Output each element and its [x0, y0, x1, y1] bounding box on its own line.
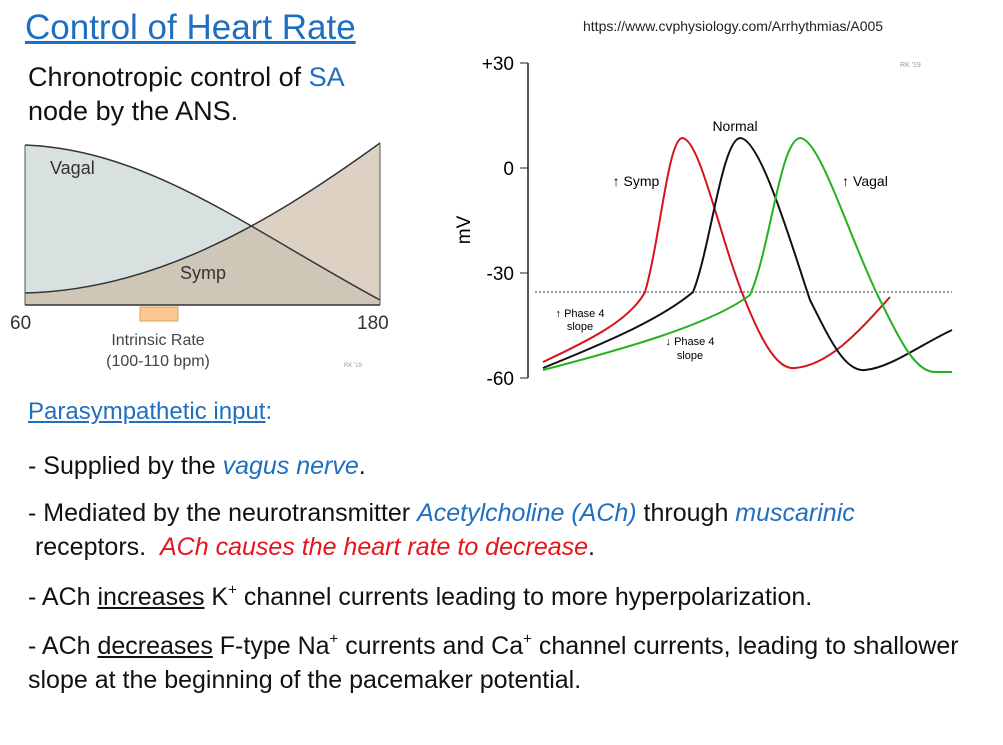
superscript: + — [228, 581, 237, 599]
vagal-trace — [542, 136, 952, 373]
emphasis: ACh causes the heart rate to decrease — [160, 533, 589, 561]
y-axis-label: mV — [454, 215, 475, 244]
symp-trace — [542, 136, 891, 370]
phase4-down: slope — [677, 350, 703, 362]
vagal-trace-label: ↑ Vagal — [842, 173, 888, 189]
symp-curve — [24, 142, 381, 294]
vagal-curve — [24, 144, 381, 301]
superscript: + — [523, 630, 532, 648]
credit: RK '19 — [900, 62, 921, 69]
tick-label: +30 — [482, 54, 514, 75]
text: - ACh — [28, 632, 98, 660]
text: K — [204, 583, 229, 611]
emphasis: vagus nerve — [222, 452, 359, 480]
vagal-label: Vagal — [50, 158, 95, 178]
intrinsic-range: (100-110 bpm) — [106, 353, 210, 370]
text: channel currents, leading to shallower s… — [28, 632, 959, 694]
phase4-up: ↑ Phase 4 — [556, 308, 605, 320]
emphasis: muscarinic — [735, 499, 855, 527]
intro: Chronotropic control of SA node by the A… — [28, 60, 345, 128]
phase4-down: ↓ Phase 4 — [666, 336, 715, 348]
text: . — [358, 452, 366, 480]
bullet: - Supplied by the vagus nerve. — [28, 449, 968, 483]
text: - ACh — [28, 583, 98, 611]
emphasis: Acetylcholine (ACh) — [417, 499, 637, 527]
text: channel currents leading to more hyperpo… — [236, 583, 813, 611]
emphasis: increases — [97, 583, 205, 611]
intro-text: node by the ANS. — [28, 96, 239, 126]
intro-text: Chronotropic control of — [28, 62, 309, 92]
symp-label: Symp — [180, 263, 226, 283]
normal-label: Normal — [712, 118, 757, 134]
text: - Supplied by the — [28, 452, 223, 480]
max-label: 180 — [357, 313, 389, 334]
heading-text: Parasympathetic input — [28, 398, 266, 425]
bullet: - ACh increases K+ channel currents lead… — [28, 580, 968, 614]
bullet: - Mediated by the neurotransmitter Acety… — [28, 496, 968, 564]
tick-label: -30 — [487, 264, 514, 285]
text: through — [636, 499, 736, 527]
text: currents and Ca — [338, 632, 524, 660]
credit: RK '19 — [344, 363, 362, 369]
symp-trace-label: ↑ Symp — [613, 173, 660, 189]
section-heading: Parasympathetic input: — [28, 398, 272, 426]
min-label: 60 — [10, 313, 31, 334]
text: . — [588, 533, 595, 561]
phase4-up: slope — [567, 321, 593, 333]
text: receptors. — [28, 533, 160, 561]
text: F-type Na — [212, 632, 330, 660]
normal-trace — [542, 136, 953, 372]
title: Control of Heart Rate — [25, 8, 356, 47]
intrinsic-label: Intrinsic Rate — [111, 332, 204, 349]
symp-area — [25, 143, 380, 305]
superscript: + — [329, 630, 339, 648]
diagrams: Vagal Symp 60 180 Intrinsic Rate (100-11… — [10, 54, 953, 390]
emphasis: decreases — [97, 632, 213, 660]
tick-label: 0 — [503, 159, 514, 180]
intro-highlight: SA — [308, 62, 345, 92]
bullet: - ACh decreases F-type Na+ currents and … — [28, 629, 968, 697]
intrinsic-marker — [139, 306, 179, 322]
tick-label: -60 — [487, 369, 514, 390]
text: - Mediated by the neurotransmitter — [28, 499, 418, 527]
heading-colon: : — [265, 398, 273, 425]
source-url: https://www.cvphysiology.com/Arrhythmias… — [583, 18, 884, 34]
